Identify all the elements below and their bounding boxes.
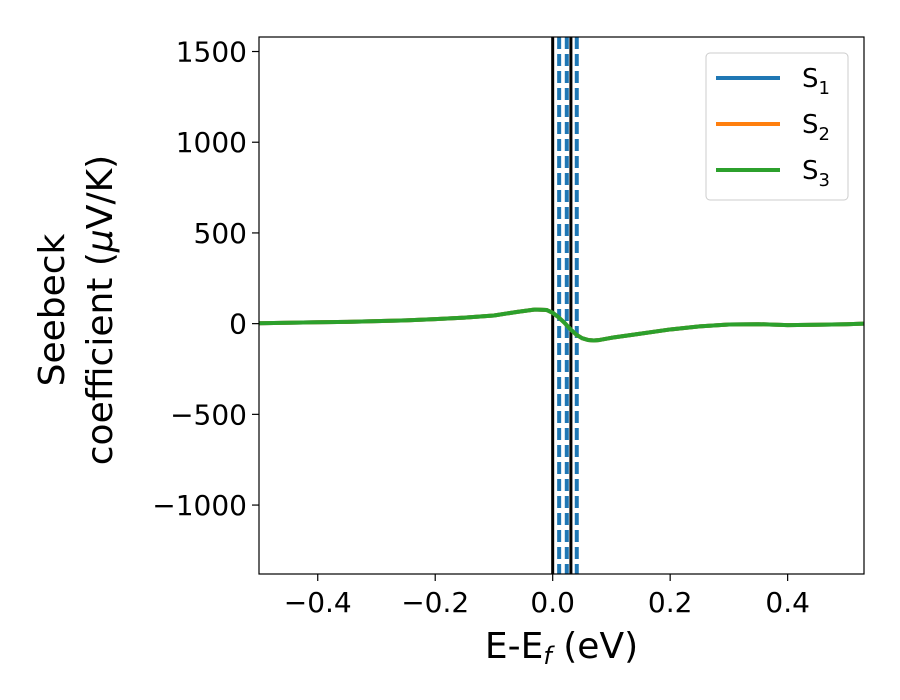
y-tick-label: 1000 <box>176 126 247 159</box>
y-tick-label: 500 <box>194 217 247 250</box>
y-tick-label: 1500 <box>176 36 247 69</box>
x-tick-label: 0.2 <box>648 586 693 619</box>
y-tick-label: −1000 <box>152 489 247 522</box>
legend: S1 S2 S3 <box>705 52 849 201</box>
x-tick-label: −0.2 <box>401 586 469 619</box>
vline-layer <box>551 37 579 574</box>
series-layer <box>258 307 865 343</box>
y-tick-label: −500 <box>170 398 247 431</box>
series-line-s3 <box>258 307 865 343</box>
x-tick-label: 0.0 <box>530 586 575 619</box>
y-axis-label-line1: Seebeck <box>32 233 73 386</box>
y-axis-label-line2: coefficient (μV/K) <box>80 155 121 465</box>
tick-layer: −0.4 −0.2 0.0 0.2 0.4 −1000 −500 0 500 1000 1500 <box>152 36 810 619</box>
legend-box <box>705 52 849 201</box>
plot-frame <box>258 36 865 575</box>
x-axis-label: E-Ef (eV) <box>485 626 638 670</box>
x-tick-label: 0.4 <box>765 586 810 619</box>
legend-label-s1: S1 <box>802 64 830 99</box>
x-tick-label: −0.4 <box>284 586 352 619</box>
legend-label-s2: S2 <box>802 110 830 145</box>
y-tick-label: 0 <box>229 308 247 341</box>
legend-label-s3: S3 <box>802 156 830 191</box>
